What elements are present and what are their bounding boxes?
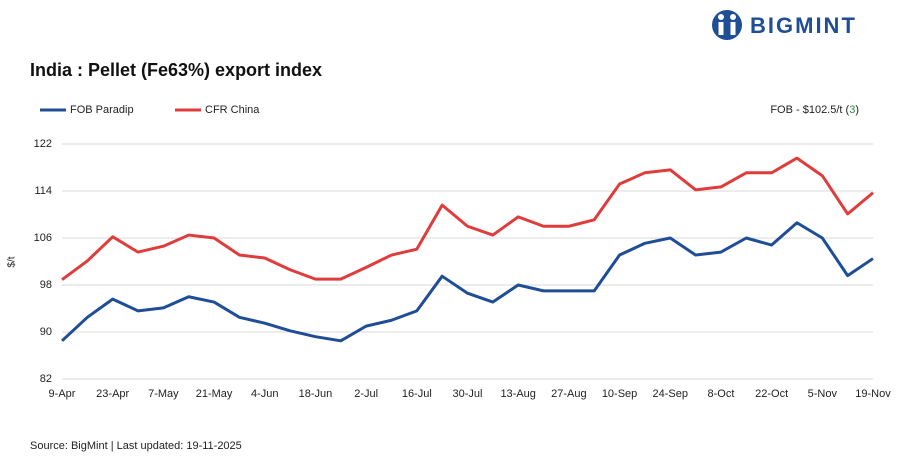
x-tick-label: 9-Apr: [49, 388, 76, 400]
annotation-change: 3: [849, 104, 855, 116]
x-tick-label: 16-Jul: [402, 388, 432, 400]
y-tick-label: 90: [40, 326, 52, 338]
y-tick-label: 98: [40, 279, 52, 291]
x-tick-label: 8-Oct: [707, 388, 734, 400]
logo-icon: [712, 10, 742, 40]
series-line: [60, 221, 874, 343]
x-tick-label: 27-Aug: [551, 388, 586, 400]
x-tick-label: 2-Jul: [354, 388, 378, 400]
y-tick-label: 106: [34, 232, 52, 244]
x-tick-label: 13-Aug: [500, 388, 535, 400]
x-tick-label: 7-May: [148, 388, 179, 400]
y-tick-label: 114: [34, 185, 52, 197]
x-tick-label: 21-May: [196, 388, 233, 400]
source: Source: BigMint | Last updated: 19-11-20…: [30, 440, 242, 452]
x-tick-label: 19-Nov: [855, 388, 891, 400]
x-tick-label: 18-Jun: [299, 388, 333, 400]
annotation: FOB - $102.5/t (3): [770, 104, 859, 116]
legend-label: CFR China: [205, 104, 260, 116]
annotation-prefix: FOB - $102.5/t (: [770, 104, 849, 116]
x-tick-label: 22-Oct: [755, 388, 788, 400]
x-tick-label: 24-Sep: [653, 388, 688, 400]
x-tick-label: 5-Nov: [808, 388, 838, 400]
legend-label: FOB Paradip: [70, 104, 134, 116]
x-tick-label: 4-Jun: [251, 388, 279, 400]
x-tick-label: 10-Sep: [602, 388, 637, 400]
chart-title: India : Pellet (Fe63%) export index: [30, 60, 322, 80]
series-line: [61, 156, 874, 281]
y-tick-label: 122: [34, 138, 52, 150]
x-tick-label: 30-Jul: [453, 388, 483, 400]
annotation-suffix: ): [855, 104, 859, 116]
brand: BIGMINT: [750, 13, 857, 38]
y-tick-label: 82: [40, 373, 52, 385]
x-tick-label: 23-Apr: [96, 388, 129, 400]
y-axis-label: $/t: [7, 256, 18, 267]
